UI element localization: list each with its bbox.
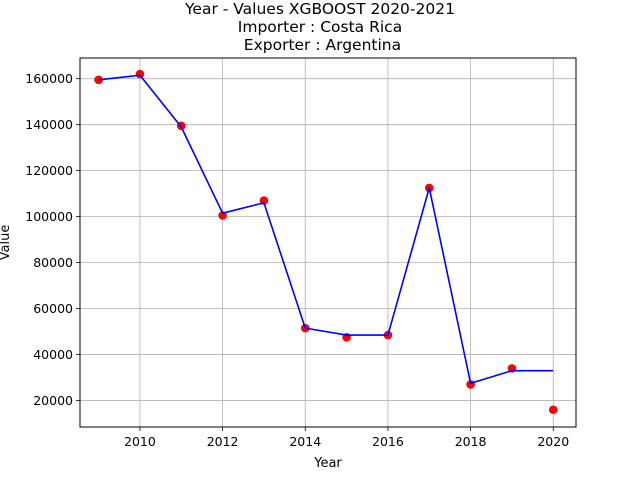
y-tick-label: 20000: [33, 393, 73, 408]
prediction-line: [98, 74, 554, 385]
x-tick-label: 2020: [537, 434, 569, 449]
axes-frame: [79, 57, 577, 428]
chart-title-line-2: Importer : Costa Rica: [237, 18, 403, 36]
y-tick-label: 40000: [33, 347, 73, 362]
x-axis-label: Year: [313, 456, 342, 471]
x-tick-label: 2016: [372, 434, 404, 449]
y-tick-label: 140000: [25, 117, 73, 132]
x-tick-label: 2010: [124, 434, 156, 449]
y-tick-label: 160000: [25, 71, 73, 86]
grid: [80, 58, 576, 427]
chart-title-line-3: Exporter : Argentina: [238, 36, 402, 54]
y-tick-label: 60000: [33, 301, 73, 316]
scatter-point: [548, 405, 558, 415]
chart-title-line-1: Year - Values XGBOOST 2020-2021: [185, 0, 455, 18]
y-tick-label: 120000: [25, 163, 73, 178]
x-tick-label: 2014: [289, 434, 321, 449]
scatter-point: [135, 69, 145, 79]
series-layer: [94, 69, 558, 415]
x-tick-label: 2018: [455, 434, 487, 449]
y-tick-label: 80000: [33, 255, 73, 270]
ticks: 2010 2012 2014 2016 2018 2020 20000 40000 60000 8…: [25, 71, 569, 449]
y-tick-label: 100000: [25, 209, 73, 224]
y-axis-label: Value: [0, 225, 13, 261]
x-tick-label: 2012: [207, 434, 239, 449]
scatter-point: [94, 75, 103, 85]
